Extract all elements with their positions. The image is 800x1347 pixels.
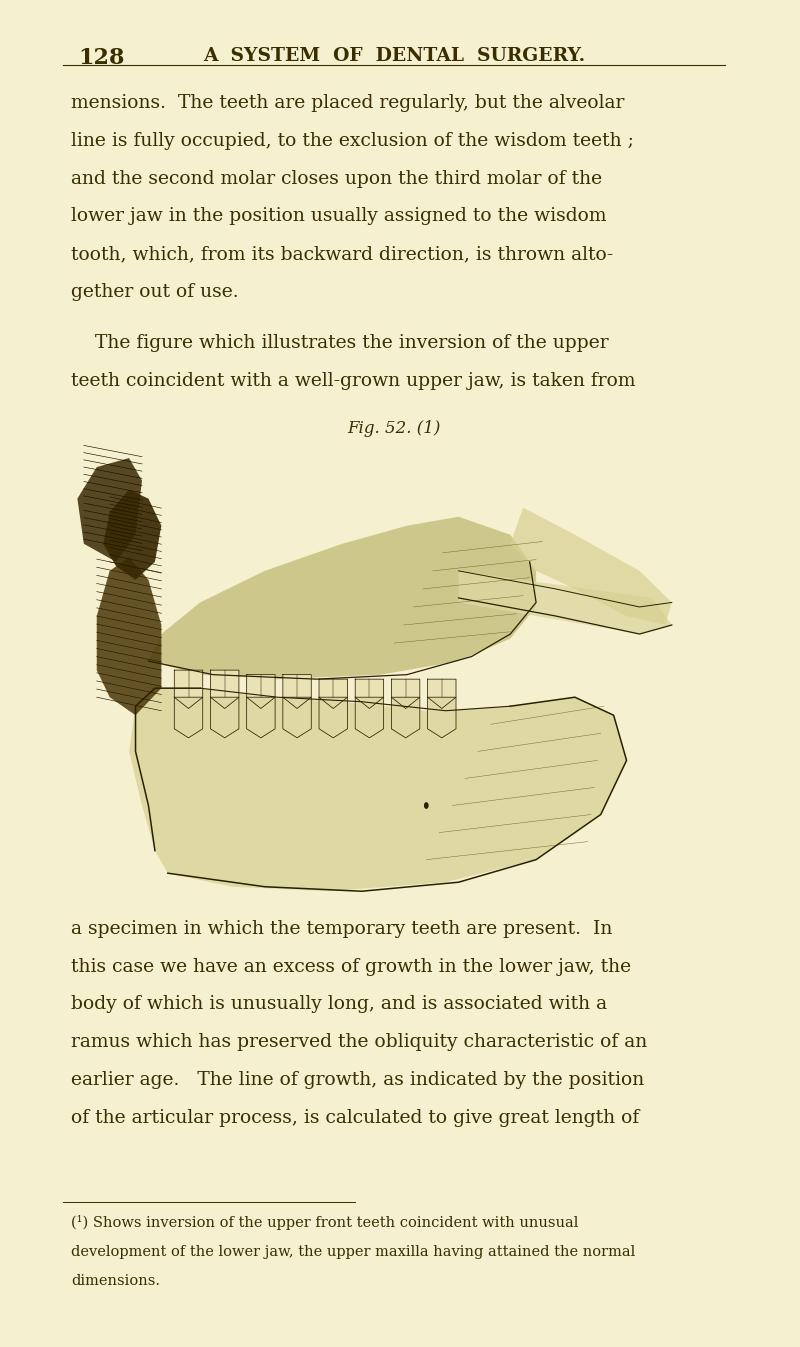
- Text: 128: 128: [78, 47, 126, 69]
- Text: and the second molar closes upon the third molar of the: and the second molar closes upon the thi…: [71, 170, 602, 187]
- Polygon shape: [283, 675, 311, 709]
- Polygon shape: [283, 698, 311, 738]
- Text: dimensions.: dimensions.: [71, 1274, 160, 1288]
- Text: A  SYSTEM  OF  DENTAL  SURGERY.: A SYSTEM OF DENTAL SURGERY.: [203, 47, 585, 65]
- Polygon shape: [210, 698, 239, 738]
- Text: mensions.  The teeth are placed regularly, but the alveolar: mensions. The teeth are placed regularly…: [71, 94, 624, 112]
- Polygon shape: [391, 698, 420, 738]
- Text: of the articular process, is calculated to give great length of: of the articular process, is calculated …: [71, 1109, 639, 1126]
- Text: line is fully occupied, to the exclusion of the wisdom teeth ;: line is fully occupied, to the exclusion…: [71, 132, 634, 150]
- Polygon shape: [174, 698, 202, 738]
- Text: a specimen in which the temporary teeth are present.  In: a specimen in which the temporary teeth …: [71, 920, 612, 938]
- Text: development of the lower jaw, the upper maxilla having attained the normal: development of the lower jaw, the upper …: [71, 1245, 635, 1258]
- Text: tooth, which, from its backward direction, is thrown alto-: tooth, which, from its backward directio…: [71, 245, 613, 263]
- Polygon shape: [174, 671, 202, 709]
- Text: (¹) Shows inversion of the upper front teeth coincident with unusual: (¹) Shows inversion of the upper front t…: [71, 1215, 578, 1230]
- Polygon shape: [427, 698, 456, 738]
- Text: Fig. 52. (1): Fig. 52. (1): [347, 420, 441, 438]
- Polygon shape: [103, 490, 162, 581]
- Text: The figure which illustrates the inversion of the upper: The figure which illustrates the inversi…: [71, 334, 609, 352]
- Polygon shape: [427, 679, 456, 709]
- Polygon shape: [246, 698, 275, 738]
- Polygon shape: [355, 698, 384, 738]
- Text: teeth coincident with a well-grown upper jaw, is taken from: teeth coincident with a well-grown upper…: [71, 372, 635, 389]
- Polygon shape: [319, 698, 347, 738]
- Polygon shape: [210, 671, 239, 709]
- Polygon shape: [458, 571, 672, 634]
- Polygon shape: [78, 458, 142, 562]
- Polygon shape: [149, 517, 536, 679]
- Bar: [71, 445, 717, 896]
- Polygon shape: [129, 688, 626, 892]
- Text: this case we have an excess of growth in the lower jaw, the: this case we have an excess of growth in…: [71, 958, 631, 975]
- Text: gether out of use.: gether out of use.: [71, 283, 238, 300]
- Polygon shape: [319, 679, 347, 709]
- Text: ramus which has preserved the obliquity characteristic of an: ramus which has preserved the obliquity …: [71, 1033, 647, 1051]
- Text: body of which is unusually long, and is associated with a: body of which is unusually long, and is …: [71, 995, 607, 1013]
- Polygon shape: [355, 679, 384, 709]
- Polygon shape: [391, 679, 420, 709]
- Polygon shape: [97, 558, 162, 715]
- Polygon shape: [510, 508, 672, 625]
- Polygon shape: [246, 675, 275, 709]
- Text: lower jaw in the position usually assigned to the wisdom: lower jaw in the position usually assign…: [71, 207, 606, 225]
- Ellipse shape: [424, 803, 429, 810]
- Text: earlier age.   The line of growth, as indicated by the position: earlier age. The line of growth, as indi…: [71, 1071, 644, 1088]
